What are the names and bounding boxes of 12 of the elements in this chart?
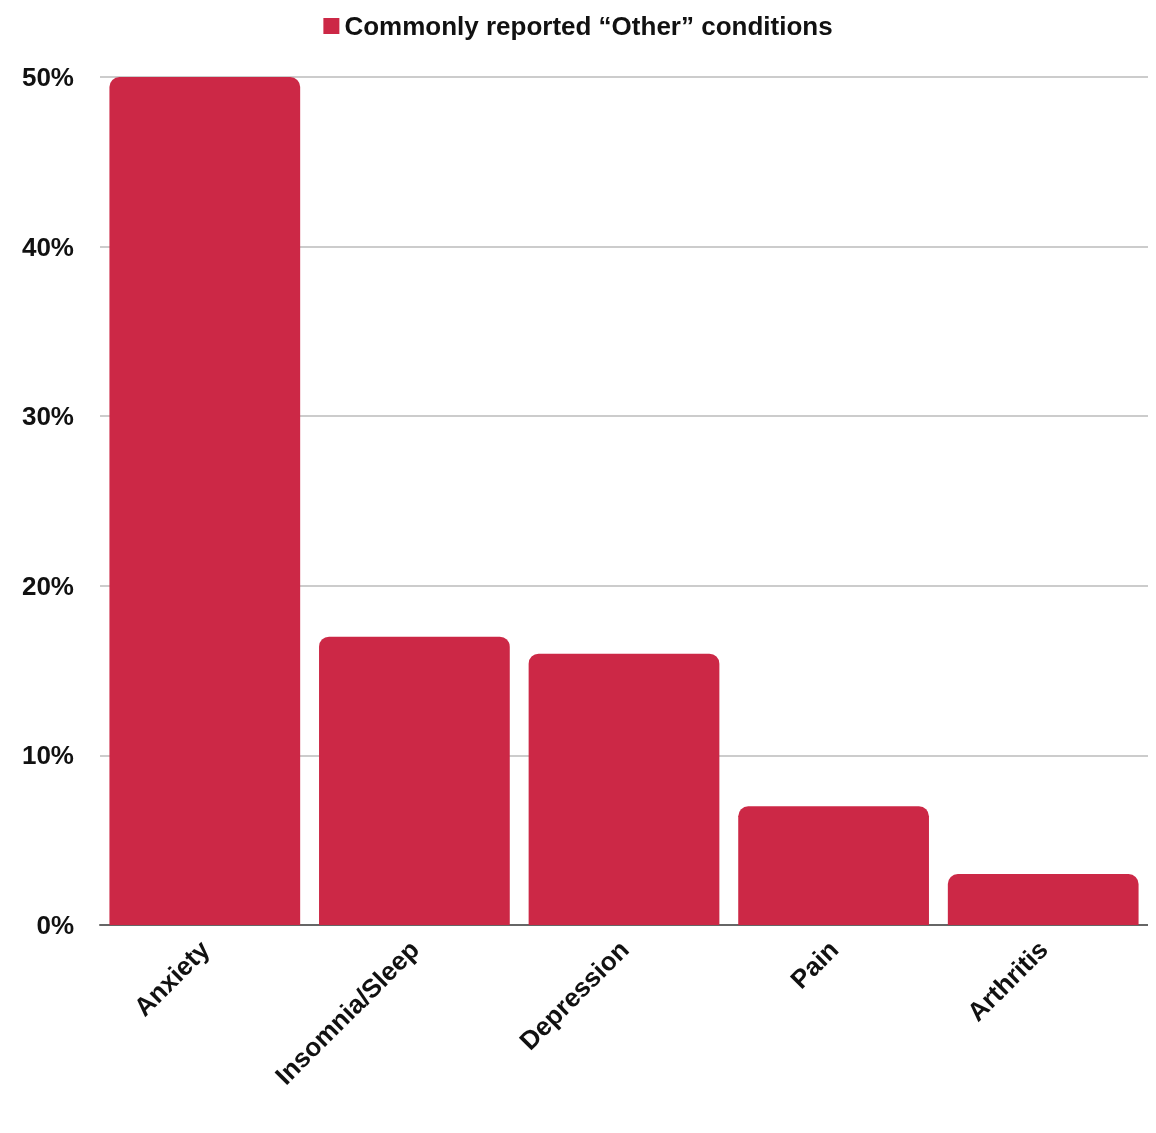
y-tick-label: 20% (21, 570, 74, 601)
bar (947, 874, 1139, 925)
bar (738, 806, 929, 925)
y-tick-label: 0% (36, 910, 74, 940)
bar (528, 653, 720, 925)
bar (109, 77, 301, 925)
y-tick-label: 50% (21, 62, 74, 92)
y-tick-label: 30% (21, 401, 74, 432)
y-tick-label: 40% (21, 231, 74, 262)
bar (319, 636, 510, 925)
legend-label: Commonly reported “Other” conditions (344, 11, 833, 41)
y-tick-label: 10% (21, 740, 74, 771)
